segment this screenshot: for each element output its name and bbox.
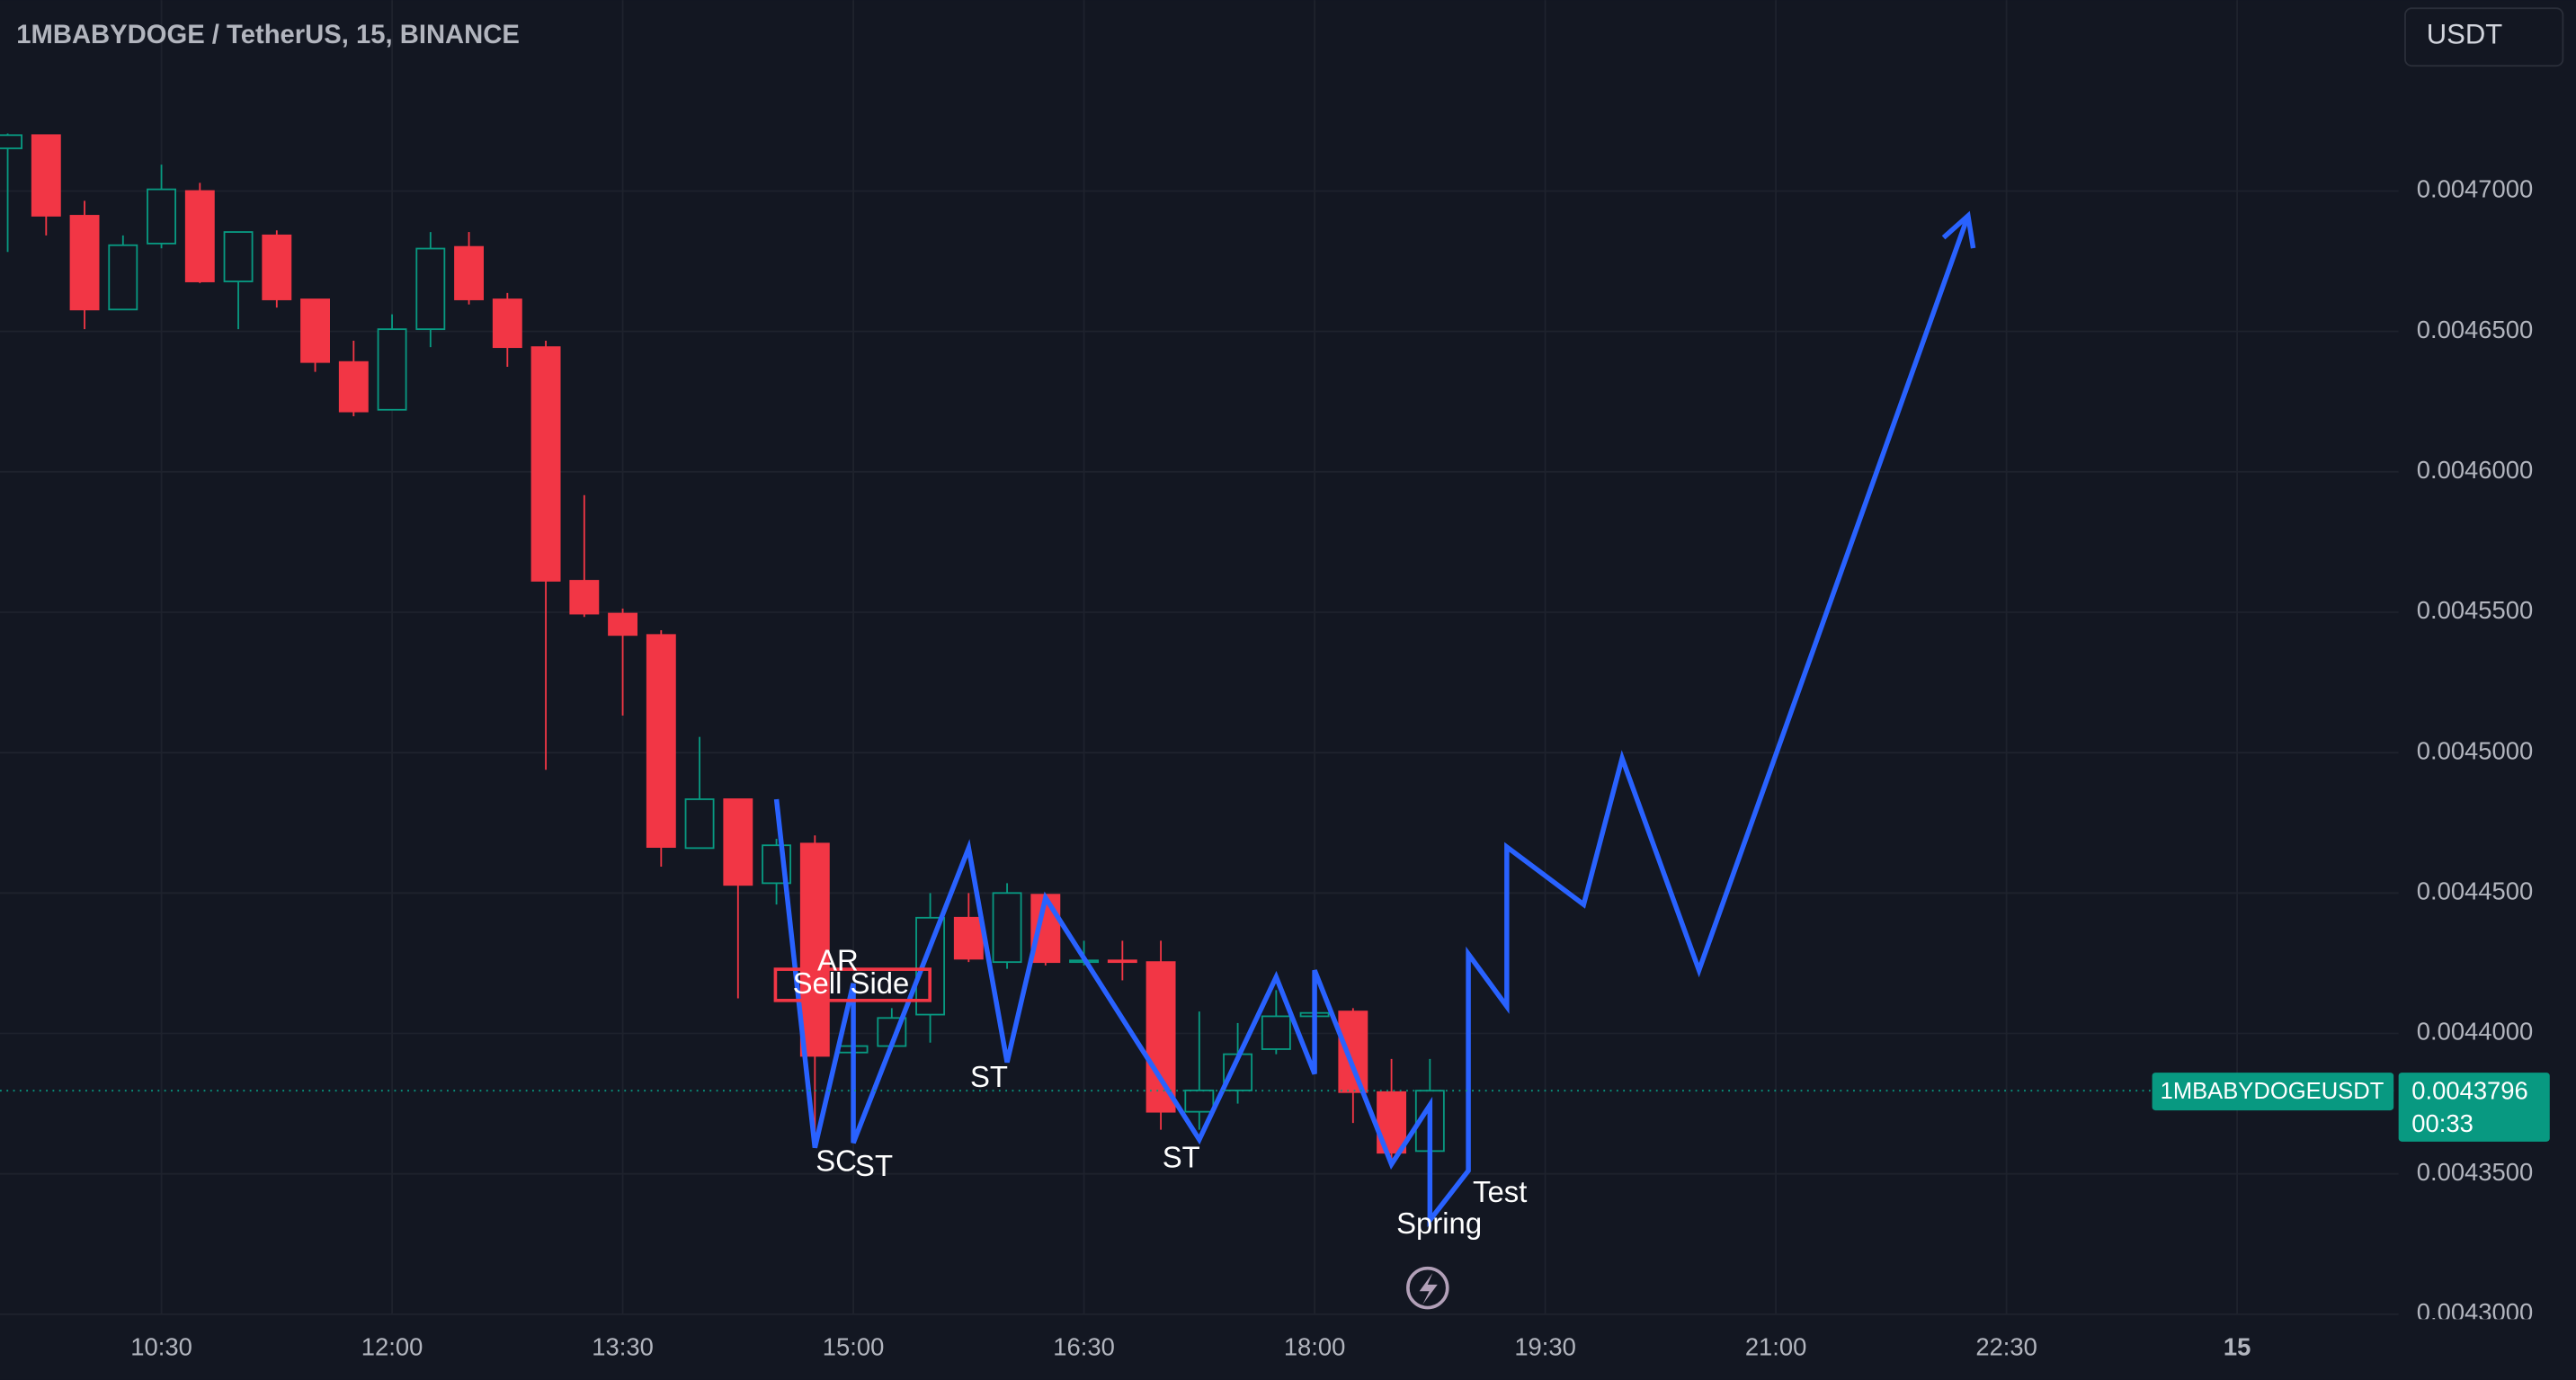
candle-body bbox=[262, 234, 292, 300]
plot bbox=[0, 133, 2399, 1228]
y-tick-label: 0.0044500 bbox=[2417, 877, 2533, 905]
candle-body bbox=[69, 215, 100, 311]
annotation: ST bbox=[855, 1149, 893, 1182]
candle-body bbox=[223, 231, 254, 282]
x-tick-label: 15 bbox=[2224, 1332, 2251, 1360]
annotation: Sell Side bbox=[793, 966, 910, 1000]
x-tick-label: 16:30 bbox=[1053, 1332, 1115, 1360]
y-tick-label: 0.0045500 bbox=[2417, 596, 2533, 624]
currency-label[interactable]: USDT bbox=[2427, 18, 2503, 49]
annotation: ST bbox=[970, 1060, 1008, 1093]
x-tick-label: 15:00 bbox=[823, 1332, 885, 1360]
annotation: Test bbox=[1473, 1175, 1527, 1208]
candle-body bbox=[530, 346, 561, 582]
candle-body bbox=[0, 134, 22, 149]
arrow-head bbox=[1941, 210, 1976, 249]
candle-body bbox=[1107, 959, 1137, 964]
candle-body bbox=[454, 245, 485, 300]
x-tick-label: 22:30 bbox=[1975, 1332, 2037, 1360]
candle-body bbox=[569, 580, 600, 615]
candle-body bbox=[415, 247, 446, 331]
candle-body bbox=[31, 134, 61, 217]
candle-body bbox=[608, 612, 638, 637]
candle-body bbox=[1184, 1089, 1215, 1113]
annotation: AR bbox=[817, 943, 859, 976]
candle-body bbox=[1145, 961, 1176, 1113]
candle-body bbox=[684, 798, 715, 850]
candle-body bbox=[1338, 1011, 1368, 1093]
x-tick-label: 13:30 bbox=[592, 1332, 654, 1360]
x-tick-label: 10:30 bbox=[130, 1332, 192, 1360]
symbol-tag-label: 1MBABYDOGEUSDT bbox=[2161, 1079, 2384, 1104]
projection-line bbox=[773, 215, 1971, 1228]
candle-body bbox=[723, 798, 753, 886]
y-tick-label: 0.0046000 bbox=[2417, 456, 2533, 484]
annotation: SC bbox=[816, 1144, 857, 1177]
candle-body bbox=[108, 244, 138, 311]
annotation: ST bbox=[1163, 1141, 1200, 1174]
annotation: Spring bbox=[1396, 1206, 1482, 1240]
y-tick-label: 0.0043500 bbox=[2417, 1158, 2533, 1186]
y-tick-label: 0.0047000 bbox=[2417, 175, 2533, 203]
axes: 0.00430000.00435000.00440000.00445000.00… bbox=[0, 175, 2576, 1380]
sell-side-box bbox=[773, 967, 932, 1002]
y-tick-label: 0.0044000 bbox=[2417, 1018, 2533, 1046]
candle-body bbox=[992, 892, 1022, 964]
symbol-title: 1MBABYDOGE / TetherUS, 15, BINANCE bbox=[16, 21, 520, 49]
y-tick-label: 0.0045000 bbox=[2417, 736, 2533, 764]
replay-icon[interactable] bbox=[1406, 1266, 1449, 1310]
candle-body bbox=[147, 188, 176, 245]
candle-body bbox=[799, 842, 830, 1057]
lightning bbox=[1419, 1273, 1438, 1304]
symbol-tag bbox=[2152, 1073, 2394, 1111]
x-tick-label: 12:00 bbox=[361, 1332, 423, 1360]
candle-body bbox=[953, 916, 984, 960]
candle-body bbox=[492, 298, 522, 349]
candle-body bbox=[1261, 1015, 1291, 1050]
candle-body bbox=[184, 190, 215, 282]
x-tick-label: 19:30 bbox=[1514, 1332, 1576, 1360]
candle-body bbox=[377, 328, 407, 411]
candle-body bbox=[300, 298, 331, 363]
candle-body bbox=[646, 634, 676, 849]
x-tick-label: 21:00 bbox=[1745, 1332, 1807, 1360]
candle-body bbox=[338, 361, 369, 413]
x-axis-strip bbox=[0, 1319, 2576, 1380]
currency-button[interactable] bbox=[2404, 7, 2564, 67]
x-tick-label: 18:00 bbox=[1284, 1332, 1346, 1360]
price-tag bbox=[2398, 1073, 2550, 1142]
y-tick-label: 0.0046500 bbox=[2417, 316, 2533, 343]
countdown-label: 00:33 bbox=[2411, 1109, 2473, 1137]
price-tag-label: 0.0043796 bbox=[2411, 1076, 2527, 1104]
grid bbox=[0, 0, 2399, 1315]
